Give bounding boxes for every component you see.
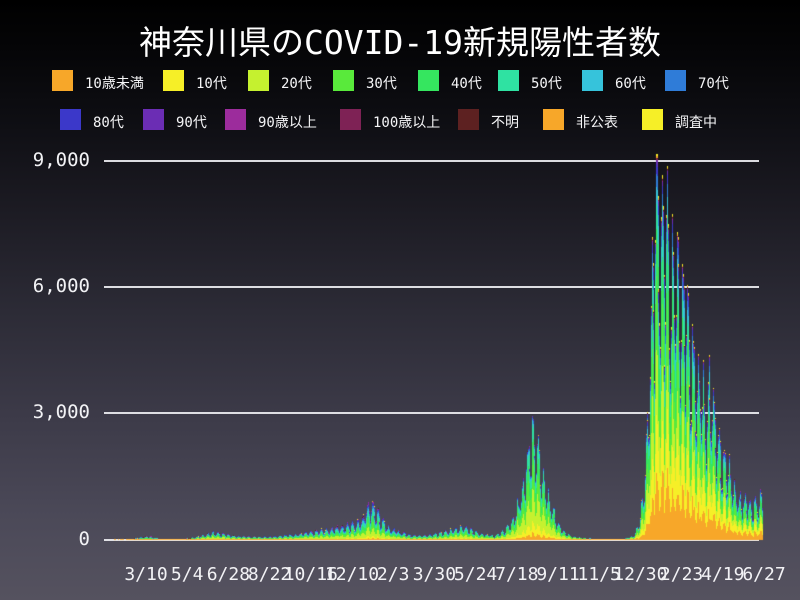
x-axis-tick-label: 7/18 [495, 564, 539, 585]
x-axis-tick-label: 5/24 [453, 564, 498, 585]
x-axis-tick-label: 8/22 [247, 564, 292, 585]
x-axis-tick-label: 12/10 [324, 564, 380, 585]
x-axis-tick-label: 6/28 [206, 564, 251, 585]
x-axis-tick-label: 10/16 [283, 564, 338, 585]
x-axis-tick-label: 6/27 [742, 564, 786, 585]
x-axis-tick-label: 12/30 [613, 564, 668, 585]
x-axis-tick-label: 4/19 [701, 564, 745, 585]
x-axis-tick-label: 2/3 [376, 564, 410, 585]
x-axis-tick-label: 11/5 [577, 564, 621, 585]
x-axis-tick-label: 3/10 [124, 564, 168, 585]
x-axis-tick-label: 9/11 [536, 564, 580, 585]
x-axis-tick-label: 3/30 [412, 564, 457, 585]
x-axis-tick-label: 5/4 [170, 564, 204, 585]
x-axis-tick-label: 2/23 [659, 564, 704, 585]
